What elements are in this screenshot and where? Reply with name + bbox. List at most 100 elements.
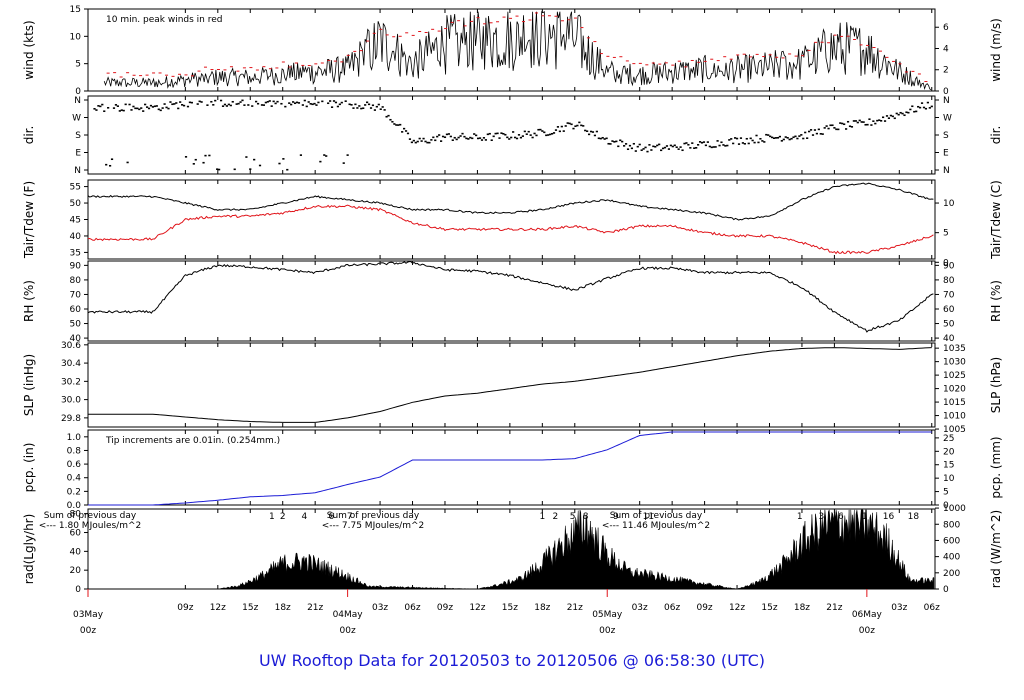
dir-point (774, 137, 778, 139)
dir-point (502, 133, 505, 135)
dir-ylabel-right: dir. (989, 126, 1003, 145)
slp-ytick-label-right: 1005 (943, 425, 966, 435)
dir-point (188, 101, 192, 104)
dir-point (401, 131, 404, 133)
rad-count-mark: 2 (280, 512, 286, 522)
dir-point (362, 107, 365, 110)
rh-ylabel-left: RH (%) (22, 280, 36, 322)
dir-point (486, 133, 489, 136)
dir-point (274, 102, 277, 105)
temp-ytick-label-left: 45 (70, 216, 81, 226)
dir-point (430, 139, 433, 141)
dir-point (492, 135, 495, 138)
dir-point (286, 168, 289, 171)
dir-point (182, 104, 186, 107)
dir-point (648, 144, 651, 146)
dir-point (889, 114, 892, 117)
dir-point (395, 124, 398, 126)
dir-point (103, 110, 106, 113)
dir-point (463, 135, 466, 138)
slp-ytick-label-left: 29.8 (61, 414, 81, 424)
dir-point (455, 138, 458, 141)
dir-point (138, 108, 141, 111)
dir-point (584, 129, 587, 132)
dir-point (297, 102, 301, 104)
dir-point (913, 110, 916, 113)
temp-ytick-label-right: 10 (943, 199, 955, 209)
rad-sum-label: Sum of previous day (610, 511, 703, 521)
dir-point (438, 134, 441, 136)
dir-point (383, 109, 386, 111)
dir-point (163, 103, 166, 105)
dir-point (147, 107, 151, 110)
dir-point (673, 144, 676, 147)
dir-point (827, 127, 830, 130)
dir-point (617, 145, 620, 148)
dir-point (241, 99, 244, 102)
pcp-ytick-label-left: 0.6 (67, 460, 82, 470)
dir-point (767, 134, 770, 136)
dir-ytick-label-right: E (943, 149, 949, 159)
temp-ylabel-left: Tair/Tdew (F) (22, 181, 36, 259)
dir-point (757, 141, 760, 144)
x-hour-label: 15z (761, 603, 777, 613)
dir-point (299, 154, 303, 156)
x-hour-label: 03z (372, 603, 388, 613)
rad-sum-value: <--- 1.80 MJoules/m^2 (39, 521, 141, 531)
dir-point (917, 105, 920, 108)
dir-point (730, 138, 733, 140)
dir-point (221, 105, 225, 107)
wind-ytick-label-left: 10 (70, 32, 82, 42)
dir-point (255, 100, 258, 103)
dir-point (266, 100, 269, 103)
dir-point (229, 104, 232, 107)
dir-point (319, 160, 322, 163)
dir-point (204, 154, 207, 157)
dir-point (529, 134, 532, 136)
dir-point (99, 105, 102, 108)
dir-point (782, 138, 785, 141)
dir-point (391, 120, 394, 123)
dir-point (841, 122, 844, 125)
dir-ylabel-left: dir. (22, 126, 36, 145)
dir-point (356, 107, 359, 109)
dir-point (843, 123, 846, 126)
dir-point (864, 123, 867, 126)
pcp-ytick-label-right: 20 (943, 447, 955, 457)
dir-point (206, 104, 209, 106)
dir-point (309, 102, 312, 105)
rh-ytick-label-left: 50 (70, 320, 82, 330)
temp-panel-frame (87, 179, 936, 260)
dir-point (235, 103, 238, 105)
dir-point (866, 123, 869, 126)
dir-point (885, 115, 889, 117)
rad-ytick-label-right: 400 (943, 553, 960, 563)
dir-point (315, 104, 318, 106)
slp-ytick-label-right: 1030 (943, 358, 966, 368)
dir-point (619, 139, 622, 142)
dir-point (739, 137, 743, 139)
dir-point (630, 147, 634, 150)
dir-point (591, 131, 595, 133)
dir-point (284, 105, 287, 108)
dir-point (743, 142, 746, 145)
wind-ytick-label-right: 6 (943, 23, 949, 33)
dir-point (272, 100, 275, 103)
dir-point (504, 133, 507, 136)
dir-point (808, 130, 811, 133)
wind-ytick-label-right: 0 (943, 87, 949, 97)
dir-point (792, 136, 795, 139)
dir-point (412, 139, 415, 142)
dir-point (249, 168, 252, 170)
dir-point (358, 105, 361, 107)
x-day-hour-label: 00z (599, 626, 615, 636)
pcp-panel-frame (87, 429, 936, 506)
dir-point (621, 140, 624, 143)
dir-point (171, 103, 174, 106)
dir-point (128, 103, 131, 106)
dir-point (920, 102, 924, 104)
dir-point (157, 108, 160, 111)
rad-count-mark: 2 (552, 512, 558, 522)
dir-point (626, 148, 630, 151)
dir-point (288, 102, 291, 104)
